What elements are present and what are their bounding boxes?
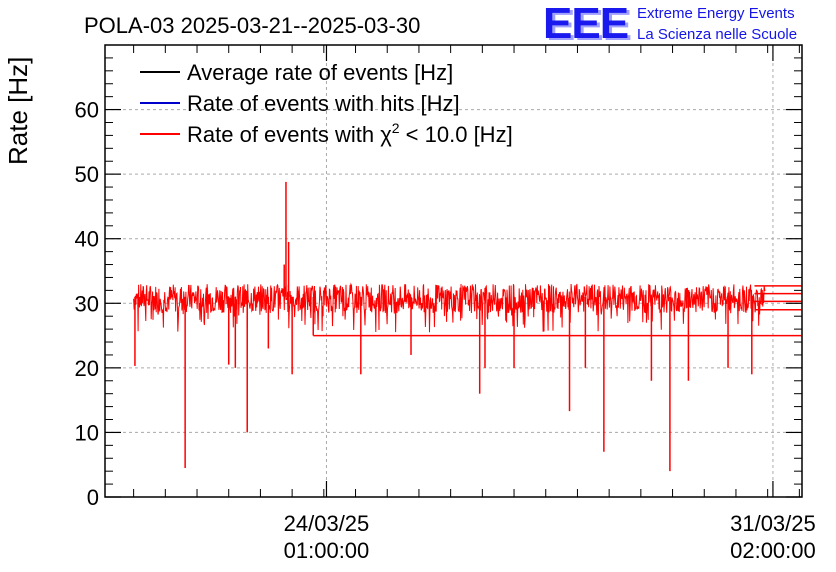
y-axis-label: Rate [Hz] [3,57,33,165]
x-tick-label-time: 02:00:00 [730,538,816,563]
y-tick-label: 50 [75,162,99,187]
y-tick-label: 0 [87,485,99,510]
legend-label-average: Average rate of events [Hz] [187,60,453,85]
legend-label-chi2: Rate of events with χ2 < 10.0 [Hz] [187,120,513,147]
y-tick-label: 60 [75,98,99,123]
x-tick-label-date: 31/03/25 [730,511,816,536]
chart-title: POLA-03 2025-03-21--2025-03-30 [84,13,420,38]
x-tick-label-date: 24/03/25 [284,511,370,536]
eee-logo-shadow: EEE [546,1,631,50]
y-tick-label: 30 [75,291,99,316]
eee-logo-mark: EEE [543,0,628,48]
x-tick-label-time: 01:00:00 [284,538,370,563]
eee-logo-line1: Extreme Energy Events [637,5,795,22]
y-tick-label: 10 [75,420,99,445]
y-tick-label: 20 [75,356,99,381]
series-trace [133,282,766,333]
y-tick-label: 40 [75,227,99,252]
series-layer [133,181,802,472]
eee-logo-line2: La Scienza nelle Scuole [637,26,797,43]
plot-frame [104,44,803,498]
legend-label-hits: Rate of events with hits [Hz] [187,91,460,116]
eee-logo: EEE EEE Extreme Energy Events La Scienza… [543,0,797,50]
legend: Average rate of events [Hz] Rate of even… [140,60,513,147]
